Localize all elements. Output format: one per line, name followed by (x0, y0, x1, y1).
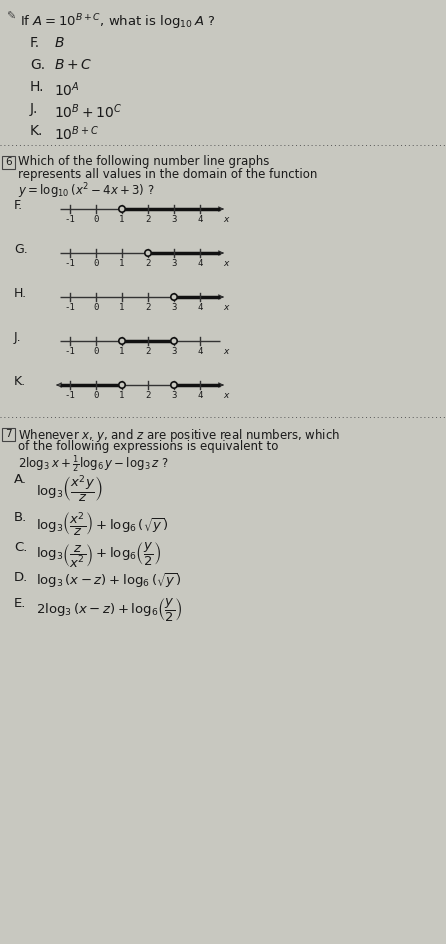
Text: ✎: ✎ (6, 12, 15, 22)
Text: 2: 2 (145, 303, 151, 312)
Text: K.: K. (30, 124, 43, 138)
Text: 1: 1 (120, 347, 125, 356)
Text: $\log_3\!\left(\dfrac{z}{x^2}\right) + \log_6\!\left(\dfrac{y}{2}\right)$: $\log_3\!\left(\dfrac{z}{x^2}\right) + \… (36, 541, 161, 570)
Text: $x$: $x$ (223, 259, 231, 268)
Text: of the following expressions is equivalent to: of the following expressions is equivale… (18, 440, 278, 453)
Text: 2: 2 (145, 391, 151, 400)
Circle shape (171, 338, 177, 345)
Text: 4: 4 (197, 215, 202, 224)
Text: Which of the following number line graphs: Which of the following number line graph… (18, 155, 269, 168)
Text: $x$: $x$ (223, 391, 231, 400)
Text: $x$: $x$ (223, 347, 231, 356)
Text: F.: F. (14, 199, 23, 212)
Text: -1: -1 (65, 391, 75, 400)
Text: $2\log_3(x - z) + \log_6\!\left(\dfrac{y}{2}\right)$: $2\log_3(x - z) + \log_6\!\left(\dfrac{y… (36, 597, 182, 624)
Text: If $A = 10^{B+C}$, what is $\log_{10} A$ ?: If $A = 10^{B+C}$, what is $\log_{10} A$… (20, 12, 215, 31)
Circle shape (171, 294, 177, 300)
Text: 2: 2 (145, 347, 151, 356)
Text: -1: -1 (65, 347, 75, 356)
Text: $10^{B+C}$: $10^{B+C}$ (54, 124, 99, 143)
Circle shape (119, 338, 125, 345)
Text: 2: 2 (145, 259, 151, 268)
Text: 7: 7 (5, 429, 12, 439)
Text: 0: 0 (93, 347, 99, 356)
Text: 3: 3 (171, 259, 177, 268)
Text: 0: 0 (93, 259, 99, 268)
Text: $x$: $x$ (223, 303, 231, 312)
Text: K.: K. (14, 375, 26, 388)
Text: $y = \log_{10}(x^2 - 4x + 3)$ ?: $y = \log_{10}(x^2 - 4x + 3)$ ? (18, 181, 155, 201)
Text: B.: B. (14, 511, 27, 524)
Text: 1: 1 (120, 391, 125, 400)
Text: 0: 0 (93, 215, 99, 224)
Text: 4: 4 (197, 303, 202, 312)
Text: J.: J. (30, 102, 38, 116)
Circle shape (145, 250, 151, 256)
Text: 0: 0 (93, 391, 99, 400)
Text: -1: -1 (65, 259, 75, 268)
Text: F.: F. (30, 36, 40, 50)
Text: 1: 1 (120, 303, 125, 312)
Text: H.: H. (14, 287, 27, 300)
Circle shape (119, 206, 125, 212)
Text: represents all values in the domain of the function: represents all values in the domain of t… (18, 168, 318, 181)
Text: 6: 6 (5, 157, 12, 167)
Text: 3: 3 (171, 303, 177, 312)
Text: E.: E. (14, 597, 26, 610)
Text: $\log_3\!\left(\dfrac{x^2 y}{z}\right)$: $\log_3\!\left(\dfrac{x^2 y}{z}\right)$ (36, 473, 103, 504)
Bar (2, 428, 15, 441)
Text: 4: 4 (197, 259, 202, 268)
Text: 0: 0 (93, 303, 99, 312)
Text: 4: 4 (197, 391, 202, 400)
Text: A.: A. (14, 473, 27, 486)
Text: Whenever $x$, $y$, and $z$ are positive real numbers, which: Whenever $x$, $y$, and $z$ are positive … (18, 427, 340, 444)
Text: 3: 3 (171, 391, 177, 400)
Text: $\log_3(x - z) + \log_6(\sqrt{y})$: $\log_3(x - z) + \log_6(\sqrt{y})$ (36, 571, 182, 590)
Text: 2: 2 (145, 215, 151, 224)
Text: 3: 3 (171, 215, 177, 224)
Text: G.: G. (14, 243, 28, 256)
Text: 4: 4 (197, 347, 202, 356)
Text: -1: -1 (65, 215, 75, 224)
Bar (2, 156, 15, 169)
Text: $x$: $x$ (223, 215, 231, 224)
Text: $10^B + 10^C$: $10^B + 10^C$ (54, 102, 123, 121)
Text: $B+C$: $B+C$ (54, 58, 92, 72)
Text: H.: H. (30, 80, 45, 94)
Text: 1: 1 (120, 215, 125, 224)
Text: $\log_3\!\left(\dfrac{x^2}{z}\right) + \log_6(\sqrt{y})$: $\log_3\!\left(\dfrac{x^2}{z}\right) + \… (36, 511, 168, 538)
Text: $B$: $B$ (54, 36, 65, 50)
Circle shape (171, 381, 177, 388)
Circle shape (119, 381, 125, 388)
Text: -1: -1 (65, 303, 75, 312)
Text: J.: J. (14, 331, 21, 344)
Text: $2\log_3 x + \frac{1}{2}\log_6 y - \log_3 z$ ?: $2\log_3 x + \frac{1}{2}\log_6 y - \log_… (18, 453, 169, 475)
Text: 3: 3 (171, 347, 177, 356)
Text: D.: D. (14, 571, 28, 584)
Text: C.: C. (14, 541, 27, 554)
Text: 1: 1 (120, 259, 125, 268)
Text: G.: G. (30, 58, 45, 72)
Text: $10^A$: $10^A$ (54, 80, 80, 98)
